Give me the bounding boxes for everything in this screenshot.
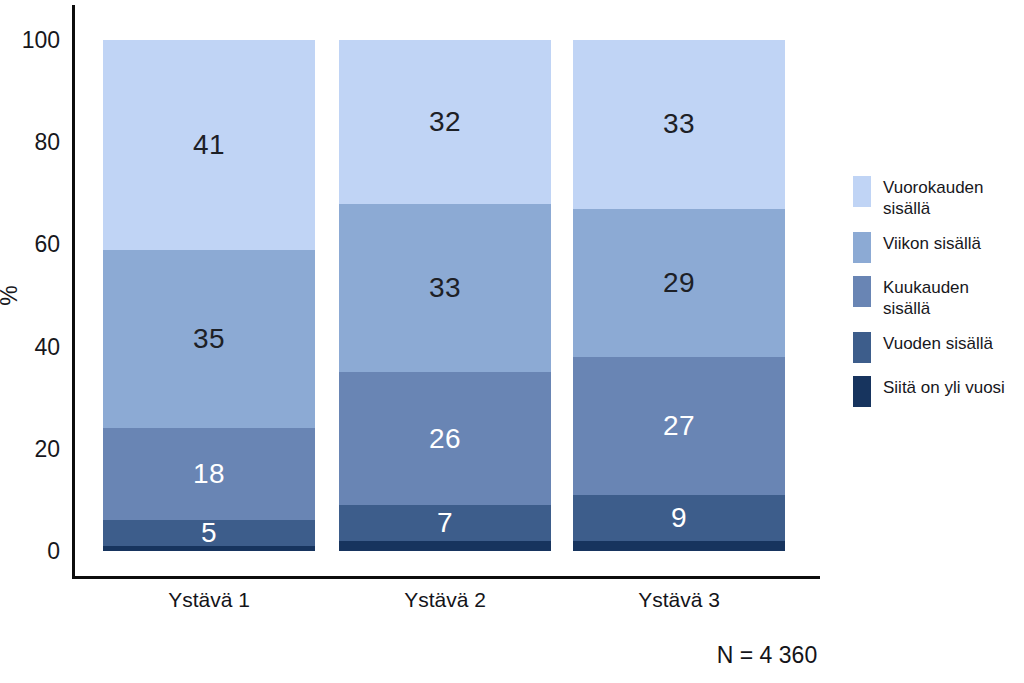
segment-value-label: 33 — [663, 108, 695, 140]
y-tick-label-40: 40 — [0, 333, 60, 361]
legend-swatch-icon — [853, 232, 871, 263]
bar-segment: 9 — [573, 495, 785, 541]
legend-item: Viikon sisällä — [853, 232, 1019, 263]
stacked-bar-1: 41 35 18 5 — [103, 40, 315, 551]
bar-segment: 33 — [339, 204, 551, 373]
legend-label: Vuorokauden sisällä — [883, 176, 1019, 219]
y-tick-label-20: 20 — [0, 435, 60, 463]
sample-size-note: N = 4 360 — [667, 642, 867, 669]
y-axis-line — [72, 5, 75, 579]
segment-value-label: 33 — [429, 272, 461, 304]
y-tick-label-100: 100 — [0, 26, 60, 54]
legend-swatch-icon — [853, 332, 871, 363]
segment-value-label: 35 — [193, 323, 225, 355]
segment-value-label: 5 — [201, 517, 217, 549]
legend: Vuorokauden sisällä Viikon sisällä Kuukaud… — [853, 176, 1019, 420]
chart-canvas: % 0 20 40 60 80 100 41 35 18 5 32 33 26 7 33 29 27 9 Yst… — [0, 0, 1024, 683]
bar-segment: 33 — [573, 40, 785, 209]
legend-item: Vuorokauden sisällä — [853, 176, 1019, 219]
stacked-bar-3: 33 29 27 9 — [573, 40, 785, 551]
segment-value-label: 7 — [437, 507, 453, 539]
legend-swatch-icon — [853, 276, 871, 307]
bar-segment: 35 — [103, 250, 315, 429]
x-tick-label: Ystävä 1 — [103, 588, 315, 614]
segment-value-label: 32 — [429, 106, 461, 138]
segment-value-label: 29 — [663, 267, 695, 299]
bar-segment: 41 — [103, 40, 315, 250]
y-tick-label-0: 0 — [0, 537, 60, 565]
x-axis-line — [72, 576, 820, 579]
legend-label: Viikon sisällä — [883, 232, 1019, 254]
y-tick-label-60: 60 — [0, 230, 60, 258]
segment-value-label: 9 — [671, 502, 687, 534]
segment-value-label: 41 — [193, 129, 225, 161]
bar-segment: 18 — [103, 428, 315, 520]
segment-value-label: 26 — [429, 423, 461, 455]
bar-segment: 29 — [573, 209, 785, 357]
x-tick-label: Ystävä 3 — [573, 588, 785, 614]
legend-item: Vuoden sisällä — [853, 332, 1019, 363]
legend-label: Siitä on yli vuosi — [883, 376, 1019, 398]
legend-swatch-icon — [853, 376, 871, 407]
legend-item: Siitä on yli vuosi — [853, 376, 1019, 407]
legend-swatch-icon — [853, 176, 871, 207]
y-axis-title: % — [0, 285, 23, 305]
bar-segment — [103, 546, 315, 551]
legend-label: Vuoden sisällä — [883, 332, 1019, 354]
bar-segment: 27 — [573, 357, 785, 495]
bar-segment — [339, 541, 551, 551]
bar-segment: 7 — [339, 505, 551, 541]
bar-segment — [573, 541, 785, 551]
bar-segment: 32 — [339, 40, 551, 204]
legend-item: Kuukauden sisällä — [853, 276, 1019, 319]
legend-label: Kuukauden sisällä — [883, 276, 1019, 319]
stacked-bar-2: 32 33 26 7 — [339, 40, 551, 551]
bar-segment: 5 — [103, 520, 315, 546]
x-tick-label: Ystävä 2 — [339, 588, 551, 614]
segment-value-label: 27 — [663, 410, 695, 442]
segment-value-label: 18 — [193, 458, 225, 490]
bar-segment: 26 — [339, 372, 551, 505]
y-tick-label-80: 80 — [0, 128, 60, 156]
